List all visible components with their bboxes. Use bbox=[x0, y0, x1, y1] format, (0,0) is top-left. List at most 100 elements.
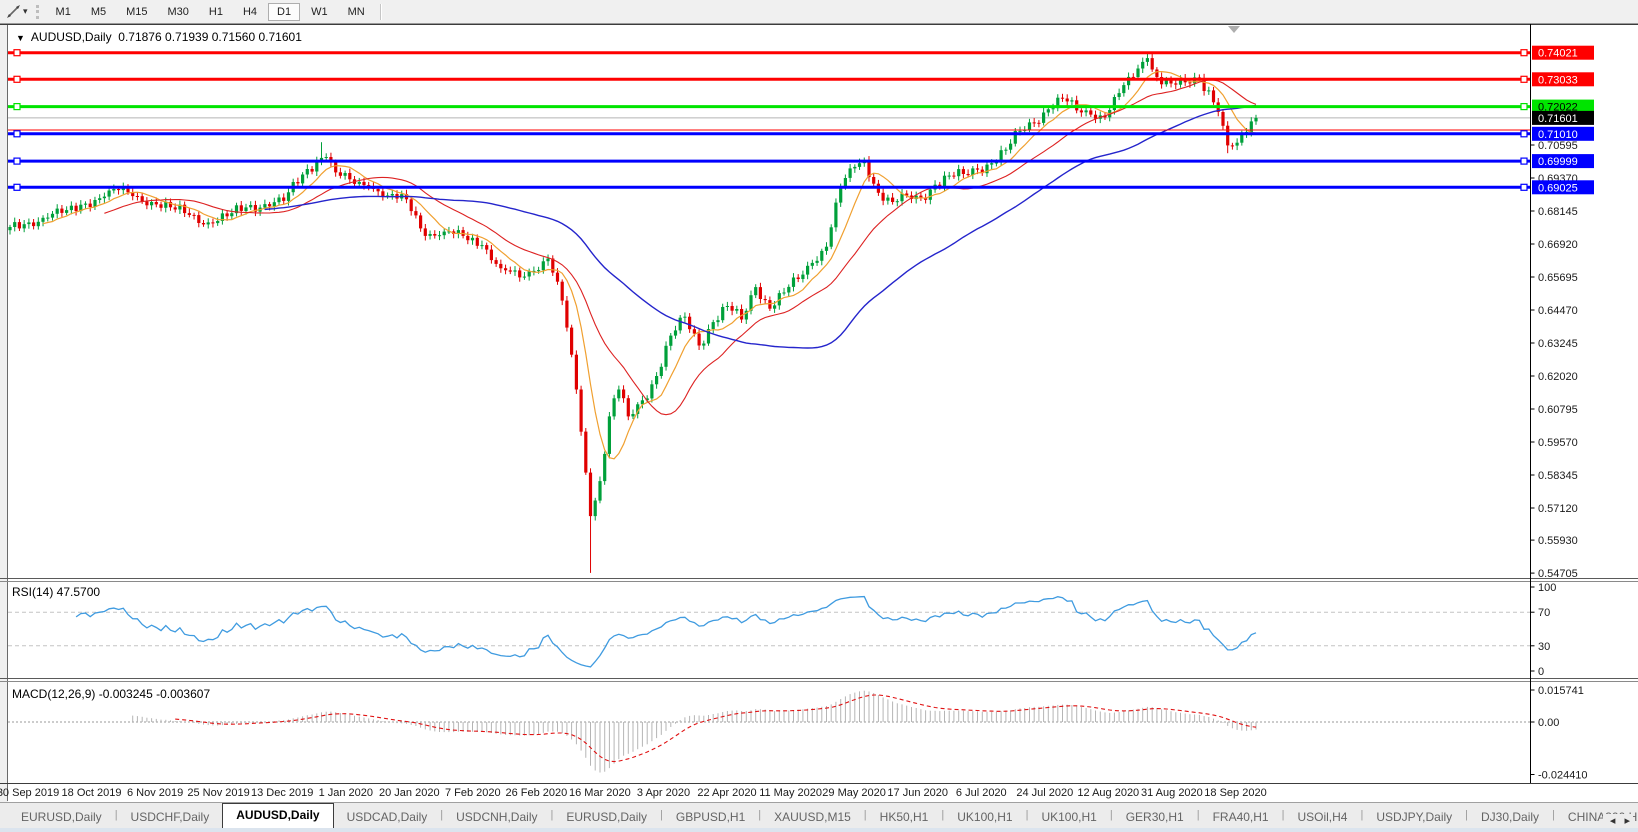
tab-separator: | bbox=[941, 808, 945, 821]
ma-line-8 bbox=[42, 70, 1257, 460]
chart-tab-ger30-h1[interactable]: GER30,H1 bbox=[1125, 810, 1184, 824]
chart-tab-bar: EURUSD,Daily | USDCHF,Daily AUDUSD,Daily USD… bbox=[0, 802, 1638, 828]
tab-scroll-arrows: ◂ ▸ bbox=[1602, 814, 1633, 827]
timeframe-button-m5[interactable]: M5 bbox=[90, 5, 107, 18]
svg-text:0.63245: 0.63245 bbox=[1538, 338, 1578, 350]
svg-text:7 Feb 2020: 7 Feb 2020 bbox=[445, 787, 501, 799]
timeframe-button-m30[interactable]: M30 bbox=[167, 5, 189, 18]
chart-tab-eurusd-daily[interactable]: EURUSD,Daily bbox=[21, 810, 102, 824]
chart-header: ▼ AUDUSD,Daily 0.71876 0.71939 0.71560 0.… bbox=[16, 30, 302, 44]
tab-separator: | bbox=[440, 808, 444, 821]
chart-symbol-label: AUDUSD,Daily bbox=[30, 30, 112, 44]
level-handle bbox=[1520, 75, 1528, 83]
svg-text:13 Dec 2019: 13 Dec 2019 bbox=[251, 787, 313, 799]
svg-text:25 Nov 2019: 25 Nov 2019 bbox=[187, 787, 249, 799]
chart-tab-dj30-daily[interactable]: DJ30,Daily bbox=[1481, 810, 1540, 824]
svg-text:24 Jul 2020: 24 Jul 2020 bbox=[1016, 787, 1073, 799]
tool-dropdown-caret-icon[interactable]: ▾ bbox=[23, 6, 28, 16]
pane-separators[interactable] bbox=[0, 578, 1638, 784]
svg-text:0: 0 bbox=[1538, 666, 1544, 678]
timeframe-button-m15[interactable]: M15 bbox=[126, 5, 148, 18]
chart-tab-gbpusd-h1[interactable]: GBPUSD,H1 bbox=[675, 810, 746, 824]
svg-text:0.69025: 0.69025 bbox=[1538, 182, 1578, 194]
chart-tab-fra40-h1[interactable]: FRA40,H1 bbox=[1212, 810, 1269, 824]
svg-text:0.68145: 0.68145 bbox=[1538, 206, 1578, 218]
tab-separator: | bbox=[1360, 808, 1364, 821]
svg-text:18 Sep 2020: 18 Sep 2020 bbox=[1204, 787, 1266, 799]
chart-tab-xauusd-m15[interactable]: XAUUSD,M15 bbox=[774, 810, 851, 824]
timeframe-button-m1[interactable]: M1 bbox=[55, 5, 71, 18]
chart-tab-hk50-h1[interactable]: HK50,H1 bbox=[879, 810, 929, 824]
tab-scroll-right-icon[interactable]: ▸ bbox=[1624, 815, 1630, 827]
svg-text:100: 100 bbox=[1538, 582, 1556, 594]
svg-text:6 Nov 2019: 6 Nov 2019 bbox=[127, 787, 183, 799]
timeframe-button-mn[interactable]: MN bbox=[347, 5, 365, 18]
level-handle bbox=[1520, 130, 1528, 138]
svg-text:0.65695: 0.65695 bbox=[1538, 272, 1578, 284]
chart-shift-marker-icon bbox=[1228, 26, 1240, 33]
svg-text:0.58345: 0.58345 bbox=[1538, 470, 1578, 482]
svg-text:0.66920: 0.66920 bbox=[1538, 239, 1578, 251]
svg-text:0.55930: 0.55930 bbox=[1538, 535, 1578, 547]
chart-tab-uk100-h1[interactable]: UK100,H1 bbox=[957, 810, 1013, 824]
svg-text:0.70595: 0.70595 bbox=[1538, 140, 1578, 152]
chart-tab-usdchf-daily[interactable]: USDCHF,Daily bbox=[130, 810, 210, 824]
svg-text:30 Sep 2019: 30 Sep 2019 bbox=[0, 787, 59, 799]
tab-separator: | bbox=[863, 808, 867, 821]
svg-text:26 Feb 2020: 26 Feb 2020 bbox=[506, 787, 568, 799]
chart-tab-uk100-h1[interactable]: UK100,H1 bbox=[1041, 810, 1097, 824]
svg-text:6 Jul 2020: 6 Jul 2020 bbox=[956, 787, 1007, 799]
ma-line-21 bbox=[104, 79, 1257, 416]
current-price-label bbox=[1532, 110, 1594, 125]
svg-text:0.57120: 0.57120 bbox=[1538, 503, 1578, 515]
svg-text:0.62020: 0.62020 bbox=[1538, 371, 1578, 383]
ma-line-55 bbox=[264, 104, 1257, 349]
collapse-chart-icon[interactable]: ▼ bbox=[16, 33, 25, 43]
chart-tab-eurusd-daily[interactable]: EURUSD,Daily bbox=[566, 810, 648, 824]
chart-tab-usdcnh-daily[interactable]: USDCNH,Daily bbox=[456, 810, 538, 824]
svg-text:0.015741: 0.015741 bbox=[1538, 685, 1584, 697]
level-handle bbox=[1520, 157, 1528, 165]
trendline-tool-icon[interactable] bbox=[3, 4, 23, 20]
macd-indicator-label: MACD(12,26,9) -0.003245 -0.003607 bbox=[12, 687, 211, 701]
chart-tab-usoil-h4[interactable]: USOil,H4 bbox=[1297, 810, 1348, 824]
timeframe-button-h1[interactable]: H1 bbox=[208, 5, 223, 18]
tab-separator: | bbox=[1552, 808, 1555, 821]
toolbar-grip[interactable] bbox=[35, 4, 39, 19]
tab-separator: | bbox=[1196, 808, 1200, 821]
timeframe-toolbar: ▾ M1 M5 M15 M30 H1 H4 D1 W1 MN bbox=[0, 0, 1638, 24]
chart-tab-usdjpy-daily[interactable]: USDJPY,Daily bbox=[1376, 810, 1453, 824]
macd-axis: 0.015741 0.00 -0.024410 bbox=[1530, 685, 1588, 782]
chart-tab-audusd-daily[interactable]: AUDUSD,Daily bbox=[222, 803, 334, 828]
chart-background bbox=[0, 24, 1638, 802]
level-handle bbox=[13, 157, 21, 165]
svg-text:-0.024410: -0.024410 bbox=[1538, 770, 1588, 782]
level-handle bbox=[1520, 49, 1528, 57]
macd-pane bbox=[8, 690, 1530, 773]
level-price-labels: 0.74021 0.73033 0.72022 0.71010 0.69999 0.690… bbox=[1532, 45, 1594, 195]
timeframe-button-h4[interactable]: H4 bbox=[242, 5, 258, 18]
tab-scroll-left-icon[interactable]: ◂ bbox=[1609, 815, 1616, 827]
candlestick-layer bbox=[8, 52, 1258, 573]
macd-signal-line bbox=[175, 694, 1257, 763]
horizontal-level-lines[interactable] bbox=[8, 49, 1530, 191]
svg-text:0.74021: 0.74021 bbox=[1538, 48, 1578, 60]
svg-text:0.71010: 0.71010 bbox=[1538, 129, 1578, 141]
svg-text:0.60795: 0.60795 bbox=[1538, 404, 1578, 416]
time-axis[interactable]: 30 Sep 2019 18 Oct 2019 6 Nov 2019 25 Nov 2… bbox=[0, 787, 1267, 799]
timeframe-button-w1[interactable]: W1 bbox=[311, 5, 328, 18]
price-axis[interactable]: 0.705950.693700.681450.669200.656950.644… bbox=[1530, 140, 1578, 580]
svg-text:0.73033: 0.73033 bbox=[1538, 74, 1578, 86]
svg-text:0.64470: 0.64470 bbox=[1538, 305, 1578, 317]
tab-separator: | bbox=[114, 808, 118, 821]
tab-separator: | bbox=[1281, 808, 1285, 821]
timeframe-buttons: M1 M5 M15 M30 H1 H4 D1 W1 MN bbox=[46, 2, 375, 21]
chart-tab-usdcad-daily[interactable]: USDCAD,Daily bbox=[346, 810, 428, 824]
timeframe-button-d1[interactable]: D1 bbox=[268, 2, 301, 21]
tab-separator: | bbox=[550, 808, 554, 821]
svg-text:18 Oct 2019: 18 Oct 2019 bbox=[62, 787, 122, 799]
rsi-indicator-label: RSI(14) 47.5700 bbox=[12, 585, 101, 599]
level-handle bbox=[13, 130, 21, 138]
